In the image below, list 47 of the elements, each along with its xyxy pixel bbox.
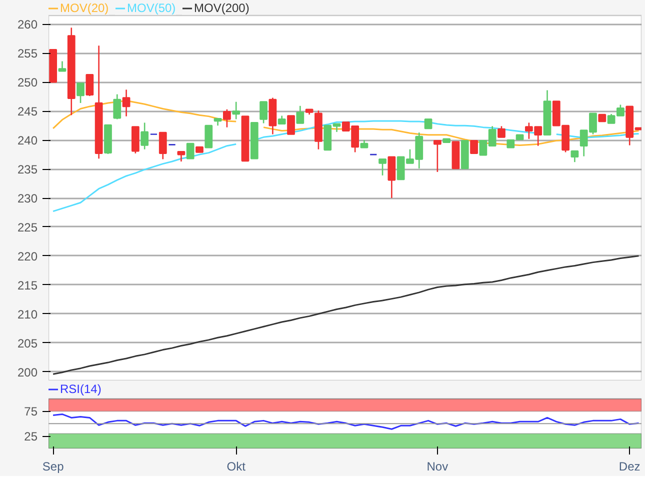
y-tick-label: 255 <box>17 46 38 61</box>
line-series <box>52 255 640 375</box>
y-tick-label: 25 <box>24 430 38 444</box>
candlestick <box>86 74 94 97</box>
candlestick <box>388 156 396 199</box>
y-tick-label: 250 <box>17 76 38 90</box>
legend-label: MOV(50) <box>127 1 176 15</box>
candlestick <box>260 101 268 124</box>
candlestick <box>223 108 231 128</box>
candlestick <box>186 142 194 160</box>
y-tick-label: 210 <box>17 307 38 322</box>
x-tick-label: Okt <box>226 460 246 474</box>
legend-label: MOV(200) <box>194 1 250 15</box>
candlestick <box>177 151 186 162</box>
candlestick <box>378 158 386 176</box>
candlestick <box>122 89 130 117</box>
y-tick-label: 245 <box>17 104 38 119</box>
y-tick-label: 260 <box>17 18 38 32</box>
candlestick <box>140 122 149 150</box>
y-tick-label: 200 <box>17 365 38 380</box>
candlestick <box>158 132 167 160</box>
y-tick-label: 240 <box>17 134 38 148</box>
candlestick <box>204 124 213 148</box>
candlestick <box>424 118 432 130</box>
y-tick-label: 75 <box>24 404 38 419</box>
candlestick <box>470 140 478 154</box>
candlestick <box>76 82 84 104</box>
y-tick-label: 230 <box>17 192 38 206</box>
candlestick <box>287 115 295 135</box>
candlestick <box>498 126 506 138</box>
candlestick <box>58 60 66 72</box>
text: MOV(20) <box>60 1 109 15</box>
y-tick-label: 235 <box>17 162 38 177</box>
y-tick-label: 205 <box>17 336 38 350</box>
candlestick <box>433 140 442 173</box>
candlestick <box>232 101 240 120</box>
x-tick-label: Nov <box>426 460 448 474</box>
candlestick <box>570 150 579 163</box>
line-series <box>52 413 640 430</box>
y-tick-label: 215 <box>17 278 38 292</box>
candlestick <box>113 94 122 120</box>
y-tick-label: 225 <box>17 220 38 234</box>
series-label: RSI(14) <box>60 383 102 396</box>
x-tick-label: Sep <box>42 460 64 474</box>
candlestick <box>296 105 304 124</box>
y-tick-label: 220 <box>17 249 38 264</box>
x-tick-label: Dez <box>618 460 640 474</box>
